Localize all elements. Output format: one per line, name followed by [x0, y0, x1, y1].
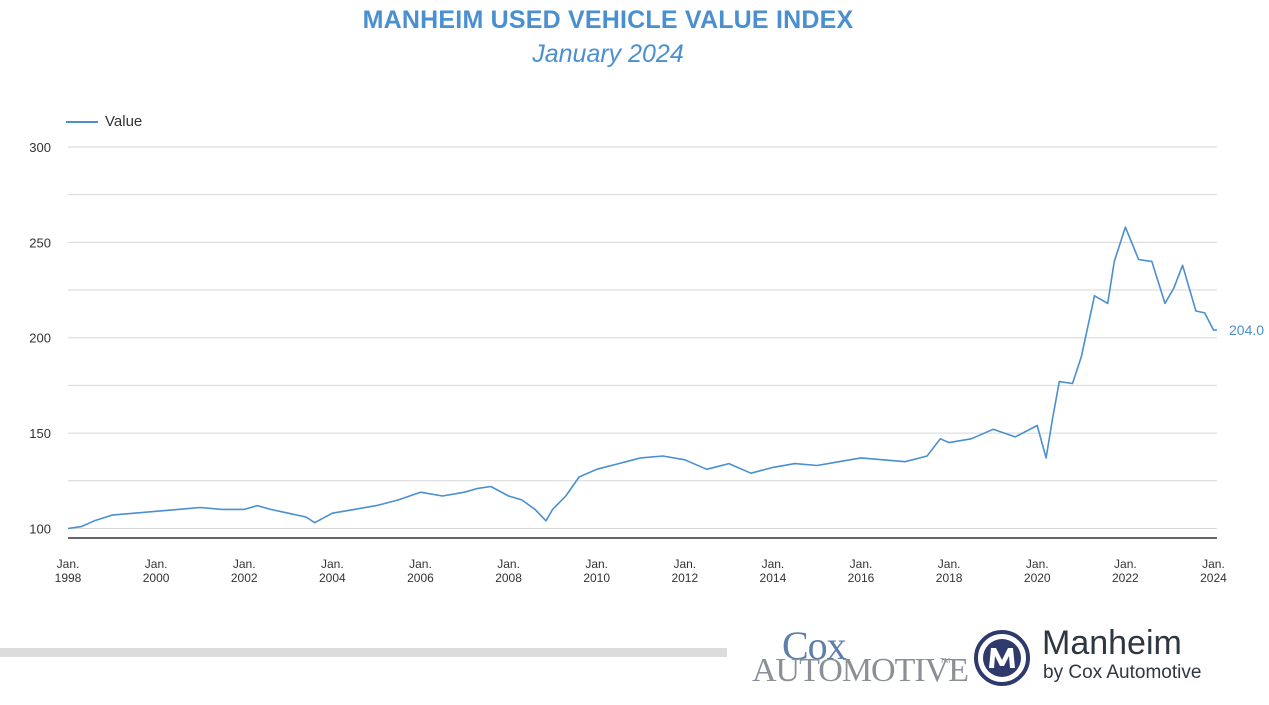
cox-logo-word: Cox: [782, 623, 847, 668]
x-tick-label: 2002: [231, 571, 258, 585]
end-value-label: 204.0: [1229, 322, 1264, 338]
legend-label: Value: [105, 113, 143, 130]
x-tick-label: 2000: [143, 571, 170, 585]
x-tick-label: 1998: [55, 571, 82, 585]
legend: Value: [66, 113, 142, 130]
manheim-logo-name: Manheim: [1042, 624, 1182, 662]
x-tick-label: Jan.: [1026, 557, 1049, 571]
legend-line-swatch: [66, 120, 98, 123]
x-tick-label: 2018: [936, 571, 963, 585]
x-tick-label: Jan.: [57, 557, 80, 571]
chart-subtitle: January 2024: [532, 40, 684, 68]
automotive-logo-word: AUTOMOTIVE: [752, 652, 969, 689]
x-tick-label: 2008: [495, 571, 522, 585]
x-tick-label: Jan.: [321, 557, 344, 571]
chart-title: MANHEIM USED VEHICLE VALUE INDEX: [362, 6, 854, 34]
x-tick-label: 2024: [1200, 571, 1227, 585]
x-tick-label: Jan.: [409, 557, 432, 571]
line-chart: 100150200250300Jan.1998Jan.2000Jan.2002J…: [29, 140, 1264, 585]
manheim-m-icon: [974, 630, 1030, 686]
x-tick-label: Jan.: [762, 557, 785, 571]
x-tick-label: 2020: [1024, 571, 1051, 585]
x-tick-label: 2004: [319, 571, 346, 585]
x-tick-label: Jan.: [673, 557, 696, 571]
x-tick-label: Jan.: [145, 557, 168, 571]
y-tick-label: 250: [29, 235, 51, 250]
x-tick-label: Jan.: [850, 557, 873, 571]
x-tick-label: Jan.: [497, 557, 520, 571]
x-tick-label: 2016: [848, 571, 875, 585]
footer-divider-bar: [0, 648, 727, 657]
x-tick-label: 2022: [1112, 571, 1139, 585]
x-tick-label: 2014: [760, 571, 787, 585]
x-tick-label: 2012: [671, 571, 698, 585]
series-line-value: [67, 226, 1217, 530]
x-tick-label: 2006: [407, 571, 434, 585]
x-tick-label: 2010: [583, 571, 610, 585]
cox-automotive-logo: Cox AUTOMOTIVE TM: [752, 622, 969, 689]
y-tick-label: 150: [29, 426, 51, 441]
y-tick-label: 200: [29, 331, 51, 346]
x-tick-label: Jan.: [233, 557, 256, 571]
x-tick-label: Jan.: [938, 557, 961, 571]
y-tick-label: 300: [29, 140, 51, 155]
x-tick-label: Jan.: [1114, 557, 1137, 571]
x-tick-label: Jan.: [1202, 557, 1225, 571]
trademark-mark: TM: [940, 658, 951, 665]
y-tick-label: 100: [29, 521, 51, 536]
x-tick-label: Jan.: [585, 557, 608, 571]
manheim-logo-subtitle: by Cox Automotive: [1043, 662, 1202, 683]
